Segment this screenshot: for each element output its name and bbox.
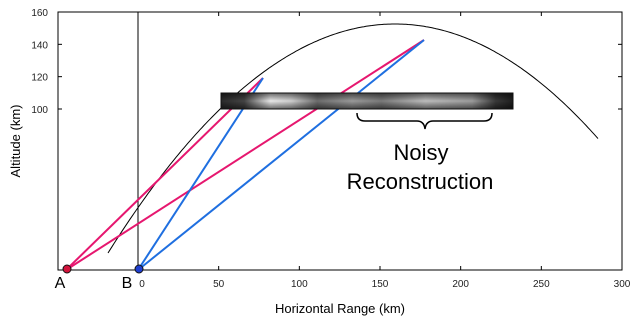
trajectory-curve — [107, 23, 599, 254]
ray-a-to-left-magenta — [65, 77, 264, 271]
station-b: B — [122, 264, 144, 292]
y-tick-label: 160 — [31, 8, 48, 19]
y-tick-label: 100 — [31, 105, 48, 116]
sight-lines — [65, 39, 425, 271]
x-tick-label: 150 — [372, 279, 389, 290]
x-tick-label: 50 — [213, 279, 225, 290]
y-tick-label: 120 — [31, 73, 48, 84]
station-b-marker — [134, 264, 144, 274]
station-a-label: A — [55, 275, 66, 292]
x-axis-ticks: 0 50 100 150 200 250 300 — [137, 12, 631, 290]
x-tick-label: 0 — [139, 279, 145, 290]
bracket-noisy-region — [356, 112, 493, 130]
station-a-marker — [62, 264, 72, 274]
station-b-label: B — [122, 275, 133, 292]
station-a: A — [55, 264, 72, 292]
annotation-line1: Noisy — [393, 140, 448, 165]
y-tick-label: 140 — [31, 40, 48, 51]
x-tick-label: 300 — [614, 279, 631, 290]
reconstruction-image — [220, 92, 514, 110]
plot-frame — [57, 11, 623, 271]
ray-b-to-right-blue — [137, 39, 425, 271]
y-axis-title: Altitude (km) — [8, 105, 23, 178]
annotation-line2: Reconstruction — [347, 169, 494, 194]
x-tick-label: 100 — [291, 279, 308, 290]
ray-a-to-right-magenta — [65, 39, 425, 271]
x-tick-label: 200 — [452, 279, 469, 290]
x-axis-title: Horizontal Range (km) — [275, 301, 405, 316]
ray-b-to-left-blue — [137, 77, 264, 271]
x-tick-label: 250 — [533, 279, 550, 290]
y-axis-ticks: 100 120 140 160 — [31, 8, 622, 116]
